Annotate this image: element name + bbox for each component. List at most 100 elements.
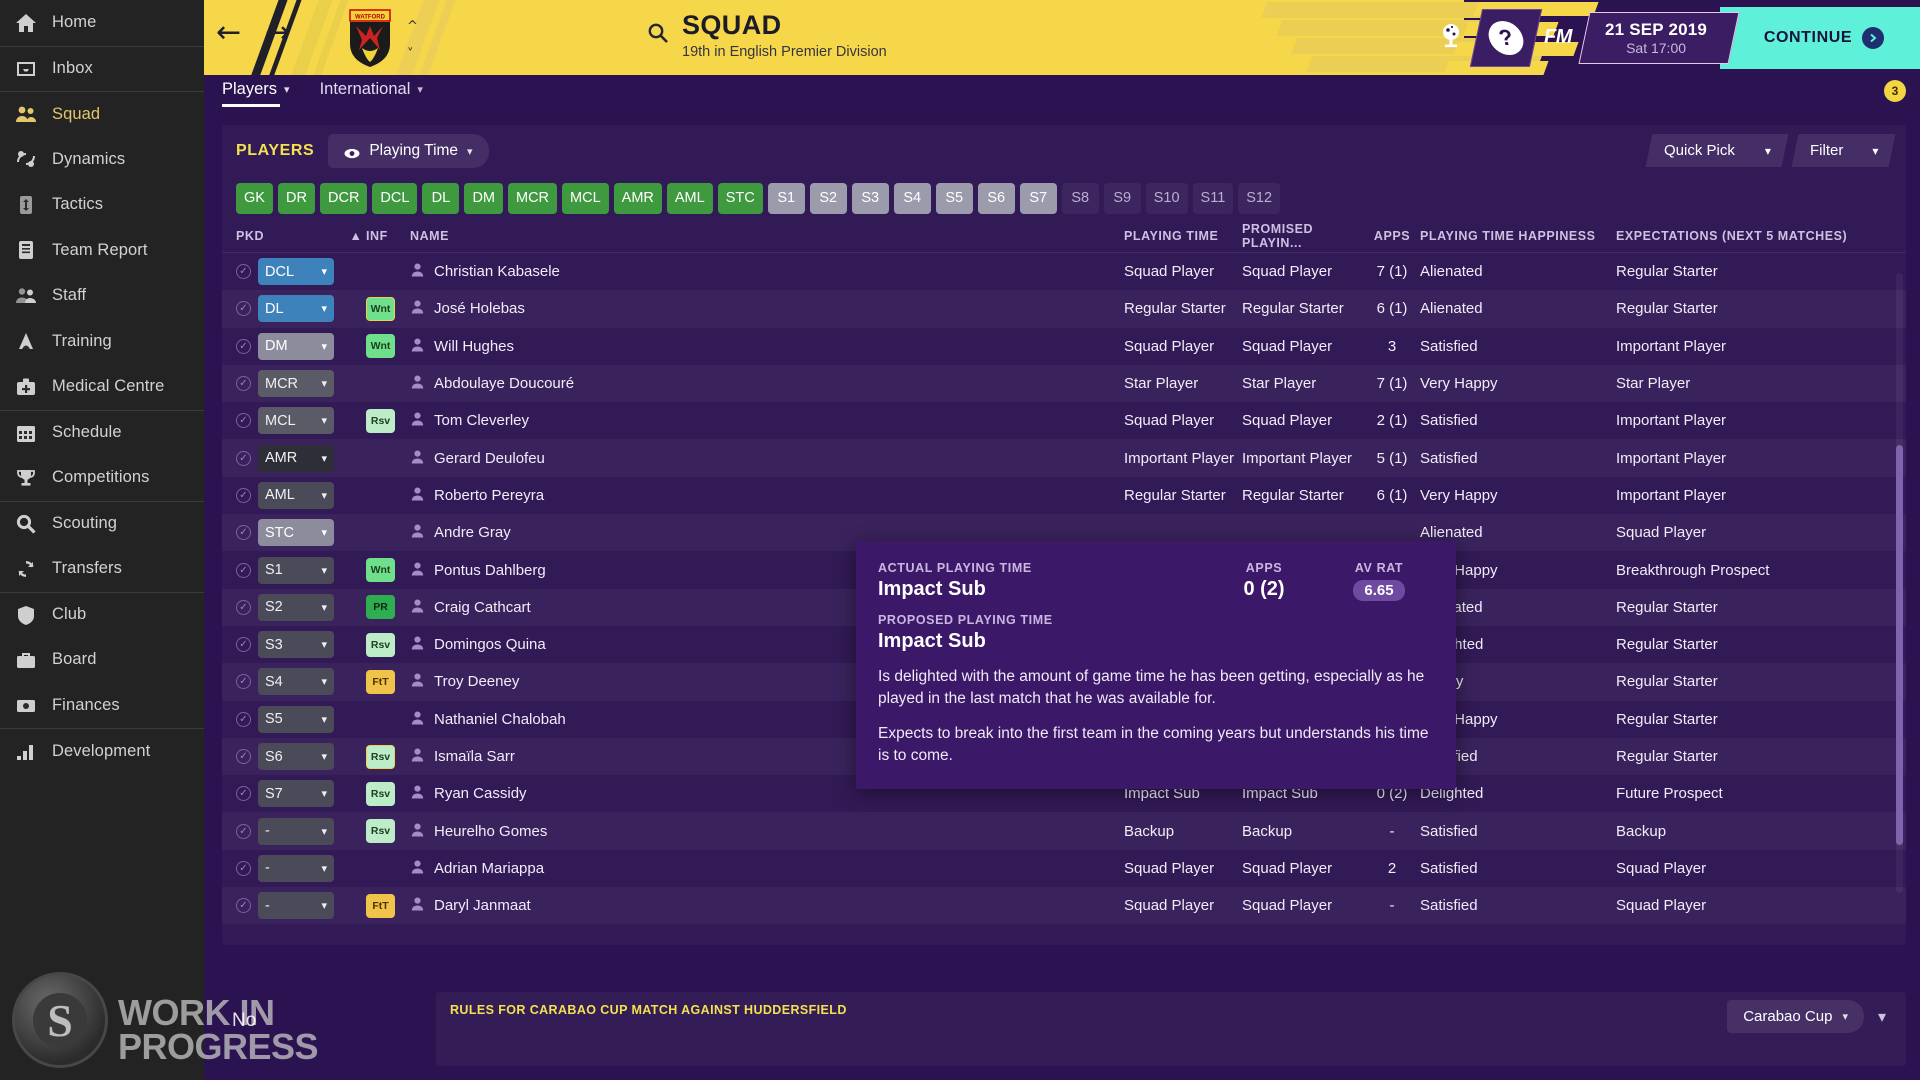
player-status-badge[interactable]: FtT — [366, 893, 395, 918]
globe-icon[interactable] — [1436, 20, 1466, 55]
sidebar-item-staff[interactable]: Staff — [0, 273, 204, 319]
sidebar-item-transfers[interactable]: Transfers — [0, 546, 204, 592]
selected-check-icon[interactable]: ✓ — [236, 674, 251, 690]
table-row[interactable]: ✓ DCL ▾ Christian Kabasele Squad Player Squad… — [222, 253, 1906, 290]
sidebar-item-dynamics[interactable]: Dynamics — [0, 137, 204, 183]
position-dropdown[interactable]: DL ▾ — [258, 295, 334, 323]
position-chip-dcl[interactable]: DCL — [372, 182, 418, 214]
date-display[interactable]: 21 SEP 2019 Sat 17:00 — [1578, 11, 1740, 64]
position-chip-aml[interactable]: AML — [666, 182, 713, 214]
table-row[interactable]: ✓ AMR ▾ Gerard Deulofeu Important Player Impo… — [222, 439, 1906, 477]
player-name-cell[interactable]: Ismaïla Sarr — [410, 747, 1124, 766]
position-chip-s4[interactable]: S4 — [893, 182, 931, 214]
player-name-cell[interactable]: Craig Cathcart — [410, 598, 1124, 617]
club-crest-icon[interactable]: WATFORD — [342, 8, 398, 68]
table-row[interactable]: ✓ DM ▾ Wnt Will Hughes Squad Player Squad Play… — [222, 328, 1906, 365]
player-name-cell[interactable]: Adrian Mariappa — [410, 859, 1124, 878]
position-chip-mcr[interactable]: MCR — [508, 182, 558, 214]
col-header-name[interactable]: NAME — [410, 228, 450, 243]
selected-check-icon[interactable]: ✓ — [236, 264, 251, 280]
player-status-badge[interactable]: Rsv — [366, 744, 395, 769]
position-dropdown[interactable]: STC ▾ — [258, 519, 334, 547]
col-header-pkd[interactable]: PKD — [236, 228, 265, 243]
player-name-cell[interactable]: Roberto Pereyra — [410, 486, 1124, 505]
player-name-cell[interactable]: Daryl Janmaat — [410, 896, 1124, 915]
position-dropdown[interactable]: S3 ▾ — [258, 631, 334, 659]
vertical-scrollbar-thumb[interactable] — [1896, 445, 1903, 845]
selected-check-icon[interactable]: ✓ — [236, 860, 251, 876]
sidebar-item-board[interactable]: Board — [0, 637, 204, 683]
position-dropdown[interactable]: MCR ▾ — [258, 370, 334, 398]
player-status-badge[interactable]: FtT — [366, 669, 395, 694]
sidebar-item-medical-centre[interactable]: Medical Centre — [0, 364, 204, 410]
notification-badge[interactable]: 3 — [1884, 80, 1906, 102]
table-row[interactable]: ✓ MCL ▾ Rsv Tom Cleverley Squad Player Squad P… — [222, 402, 1906, 439]
continue-button[interactable]: CONTINUE — [1720, 6, 1920, 69]
player-status-badge[interactable]: Rsv — [366, 781, 395, 806]
col-header-promised[interactable]: PROMISED PLAYIN... — [1242, 221, 1314, 250]
sidebar-item-club[interactable]: Club — [0, 591, 204, 638]
sidebar-item-scouting[interactable]: Scouting — [0, 500, 204, 547]
selected-check-icon[interactable]: ✓ — [236, 338, 251, 354]
player-name-cell[interactable]: Abdoulaye Doucouré — [410, 374, 1124, 393]
selected-check-icon[interactable]: ✓ — [236, 376, 251, 392]
sidebar-item-finances[interactable]: Finances — [0, 683, 204, 729]
selected-check-icon[interactable]: ✓ — [236, 562, 251, 578]
selected-check-icon[interactable]: ✓ — [236, 301, 251, 317]
back-arrow-icon[interactable]: ← — [216, 15, 242, 50]
table-row[interactable]: ✓ MCR ▾ Abdoulaye Doucouré Star Player Star P… — [222, 364, 1906, 403]
col-header-expectations[interactable]: EXPECTATIONS (NEXT 5 MATCHES) — [1616, 228, 1848, 243]
player-name-cell[interactable]: Nathaniel Chalobah — [410, 710, 1124, 729]
position-dropdown[interactable]: DM ▾ — [258, 332, 334, 360]
nav-arrows[interactable]: ← → — [216, 18, 290, 48]
position-dropdown[interactable]: S7 ▾ — [258, 780, 334, 808]
position-dropdown[interactable]: - ▾ — [258, 892, 334, 920]
filter-button[interactable]: Filter ▾ — [1791, 134, 1896, 167]
tab-players[interactable]: Players ▾ — [222, 80, 290, 107]
col-header-playing-time[interactable]: PLAYING TIME — [1124, 228, 1219, 243]
col-header-apps[interactable]: APPS — [1373, 228, 1411, 243]
position-dropdown[interactable]: S6 ▾ — [258, 743, 334, 770]
player-name-cell[interactable]: Andre Gray — [410, 523, 1124, 542]
view-selector[interactable]: Playing Time ▾ — [328, 134, 489, 168]
position-dropdown[interactable]: AML ▾ — [258, 481, 334, 509]
selected-check-icon[interactable]: ✓ — [236, 599, 251, 615]
player-name-cell[interactable]: Troy Deeney — [410, 672, 1124, 691]
player-name-cell[interactable]: Gerard Deulofeu — [410, 449, 1124, 468]
player-name-cell[interactable]: Will Hughes — [410, 337, 1124, 356]
chevron-down-icon[interactable]: ▾ — [1764, 143, 1771, 158]
player-name-cell[interactable]: Heurelho Gomes — [410, 822, 1124, 841]
player-status-badge[interactable]: Wnt — [366, 334, 395, 359]
help-button[interactable]: ? — [1469, 8, 1543, 67]
table-row[interactable]: ✓ STC ▾ Andre Gray Alienated Squad Player — [222, 514, 1906, 552]
search-icon[interactable] — [647, 22, 669, 49]
selected-check-icon[interactable]: ✓ — [236, 823, 251, 839]
position-chip-amr[interactable]: AMR — [613, 182, 662, 214]
sidebar-item-schedule[interactable]: Schedule — [0, 409, 204, 456]
position-chip-dm[interactable]: DM — [464, 182, 503, 214]
sidebar-item-home[interactable]: Home — [0, 0, 204, 46]
position-chip-s11[interactable]: S11 — [1192, 182, 1234, 214]
position-dropdown[interactable]: S4 ▾ — [258, 668, 334, 696]
table-row[interactable]: ✓ DL ▾ Wnt José Holebas Regular Starter Regula… — [222, 290, 1906, 328]
position-chip-s8[interactable]: S8 — [1061, 182, 1099, 214]
position-dropdown[interactable]: S2 ▾ — [258, 593, 334, 621]
position-dropdown[interactable]: - ▾ — [258, 817, 334, 845]
selected-check-icon[interactable]: ✓ — [236, 786, 251, 802]
position-dropdown[interactable]: DCL ▾ — [258, 258, 334, 286]
position-dropdown[interactable]: MCL ▾ — [258, 407, 334, 435]
sidebar-item-development[interactable]: Development — [0, 728, 204, 774]
player-name-cell[interactable]: José Holebas — [410, 299, 1124, 318]
sidebar-item-inbox[interactable]: Inbox — [0, 45, 204, 92]
table-row[interactable]: ✓ - ▾ FtT Daryl Janmaat Squad Player Squad Pla… — [222, 887, 1906, 925]
position-dropdown[interactable]: S1 ▾ — [258, 556, 334, 584]
player-status-badge[interactable]: Wnt — [366, 296, 395, 321]
selected-check-icon[interactable]: ✓ — [236, 525, 251, 541]
position-chip-s1[interactable]: S1 — [767, 182, 805, 214]
table-row[interactable]: ✓ S1 ▾ Wnt Pontus Dahlberg Very Happy Breakthr… — [222, 551, 1906, 588]
position-chip-s3[interactable]: S3 — [851, 182, 889, 214]
position-chip-s5[interactable]: S5 — [935, 182, 973, 214]
sidebar-item-training[interactable]: Training — [0, 319, 204, 365]
position-chip-s10[interactable]: S10 — [1145, 182, 1188, 214]
selected-check-icon[interactable]: ✓ — [236, 637, 251, 653]
